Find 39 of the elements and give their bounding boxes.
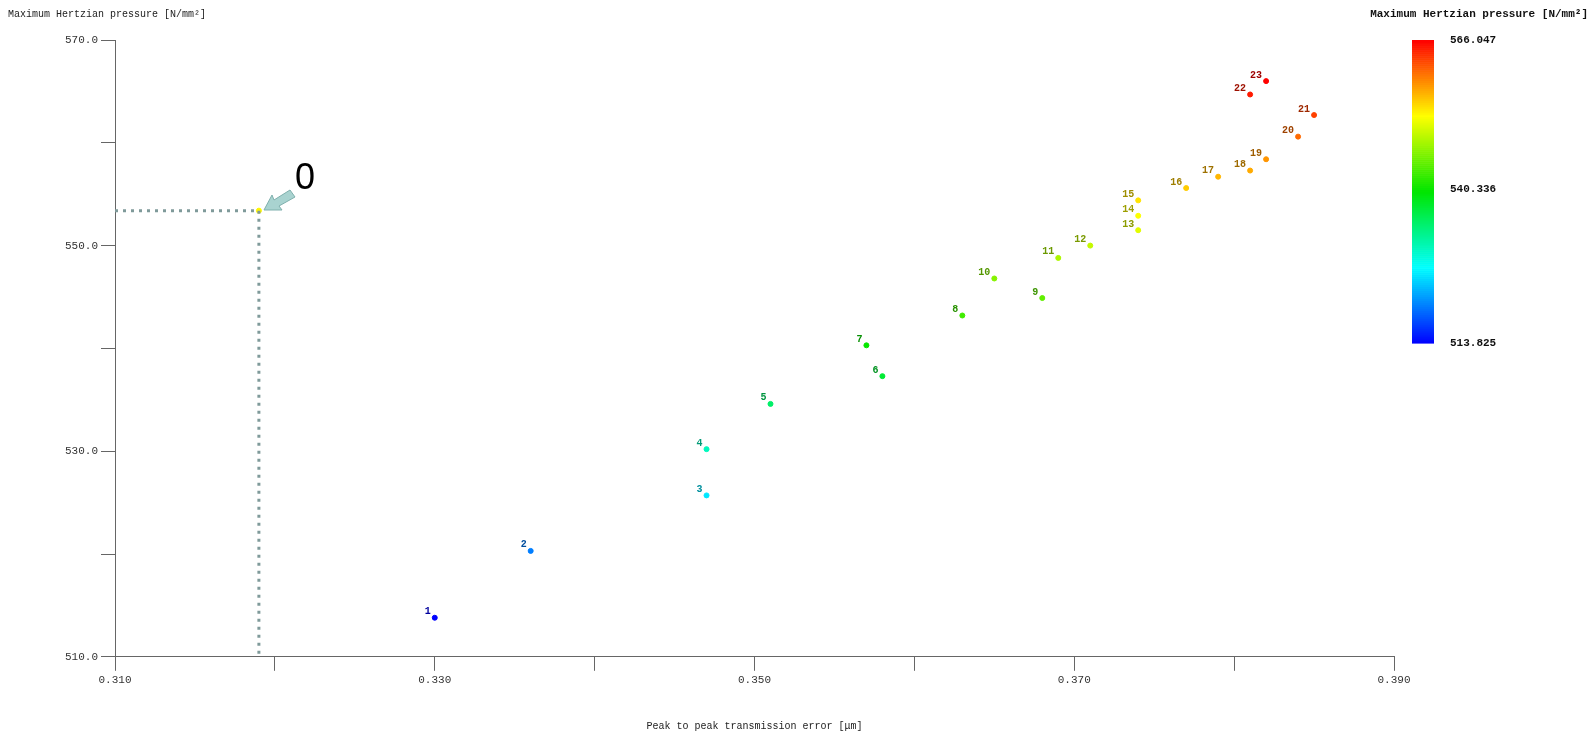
x-tick-label: 0.370	[1057, 674, 1091, 687]
y-tick-label: 550.0	[64, 239, 99, 252]
x-tick-label: 0.390	[1377, 674, 1411, 687]
annotation: 17	[1202, 165, 1215, 177]
annotation: 18	[1234, 159, 1247, 171]
annotation: 11	[1042, 246, 1055, 258]
y-tick-label: 570.0	[64, 33, 99, 46]
x-tick-label: 0.310	[98, 674, 132, 687]
y-tick-label: 510.0	[64, 650, 99, 663]
annotation: 3	[696, 483, 703, 495]
color-bar-label: 566.047	[1450, 33, 1497, 46]
annotation: 20	[1282, 125, 1295, 137]
annotation: 6	[872, 364, 879, 376]
x-tick-label: 0.330	[418, 674, 452, 687]
annotation: 14	[1122, 204, 1135, 216]
x-axis-title: Peak to peak transmission error [μm]	[646, 720, 863, 732]
annotation: 4	[696, 437, 703, 449]
annotation: 22	[1234, 83, 1247, 94]
color-bar-label: 513.825	[1450, 336, 1497, 349]
annotation: 12	[1074, 234, 1087, 246]
annotation: 7	[856, 333, 863, 345]
y-axis-title: Maximum Hertzian pressure [N/mm²]	[8, 8, 207, 20]
annotation: 23	[1250, 69, 1263, 81]
x-tick-label: 0.350	[737, 674, 772, 687]
annotation: 21	[1298, 103, 1311, 115]
annotation: 8	[952, 304, 959, 316]
color-bar-label: 540.336	[1450, 182, 1497, 195]
y-tick-label: 530.0	[64, 445, 99, 458]
annotation: 15	[1122, 188, 1135, 200]
color-bar-title: Maximum Hertzian pressure [N/mm²]	[1370, 7, 1588, 20]
annotation: 9	[1032, 286, 1039, 298]
annotation: 16	[1170, 176, 1183, 188]
annotation: 1	[424, 606, 431, 618]
annotation: 19	[1250, 147, 1263, 159]
annotation: 0	[294, 155, 315, 197]
annotation: 13	[1122, 218, 1135, 230]
annotation: 5	[760, 392, 767, 404]
annotation: 10	[978, 267, 991, 279]
annotation: 2	[520, 539, 527, 551]
